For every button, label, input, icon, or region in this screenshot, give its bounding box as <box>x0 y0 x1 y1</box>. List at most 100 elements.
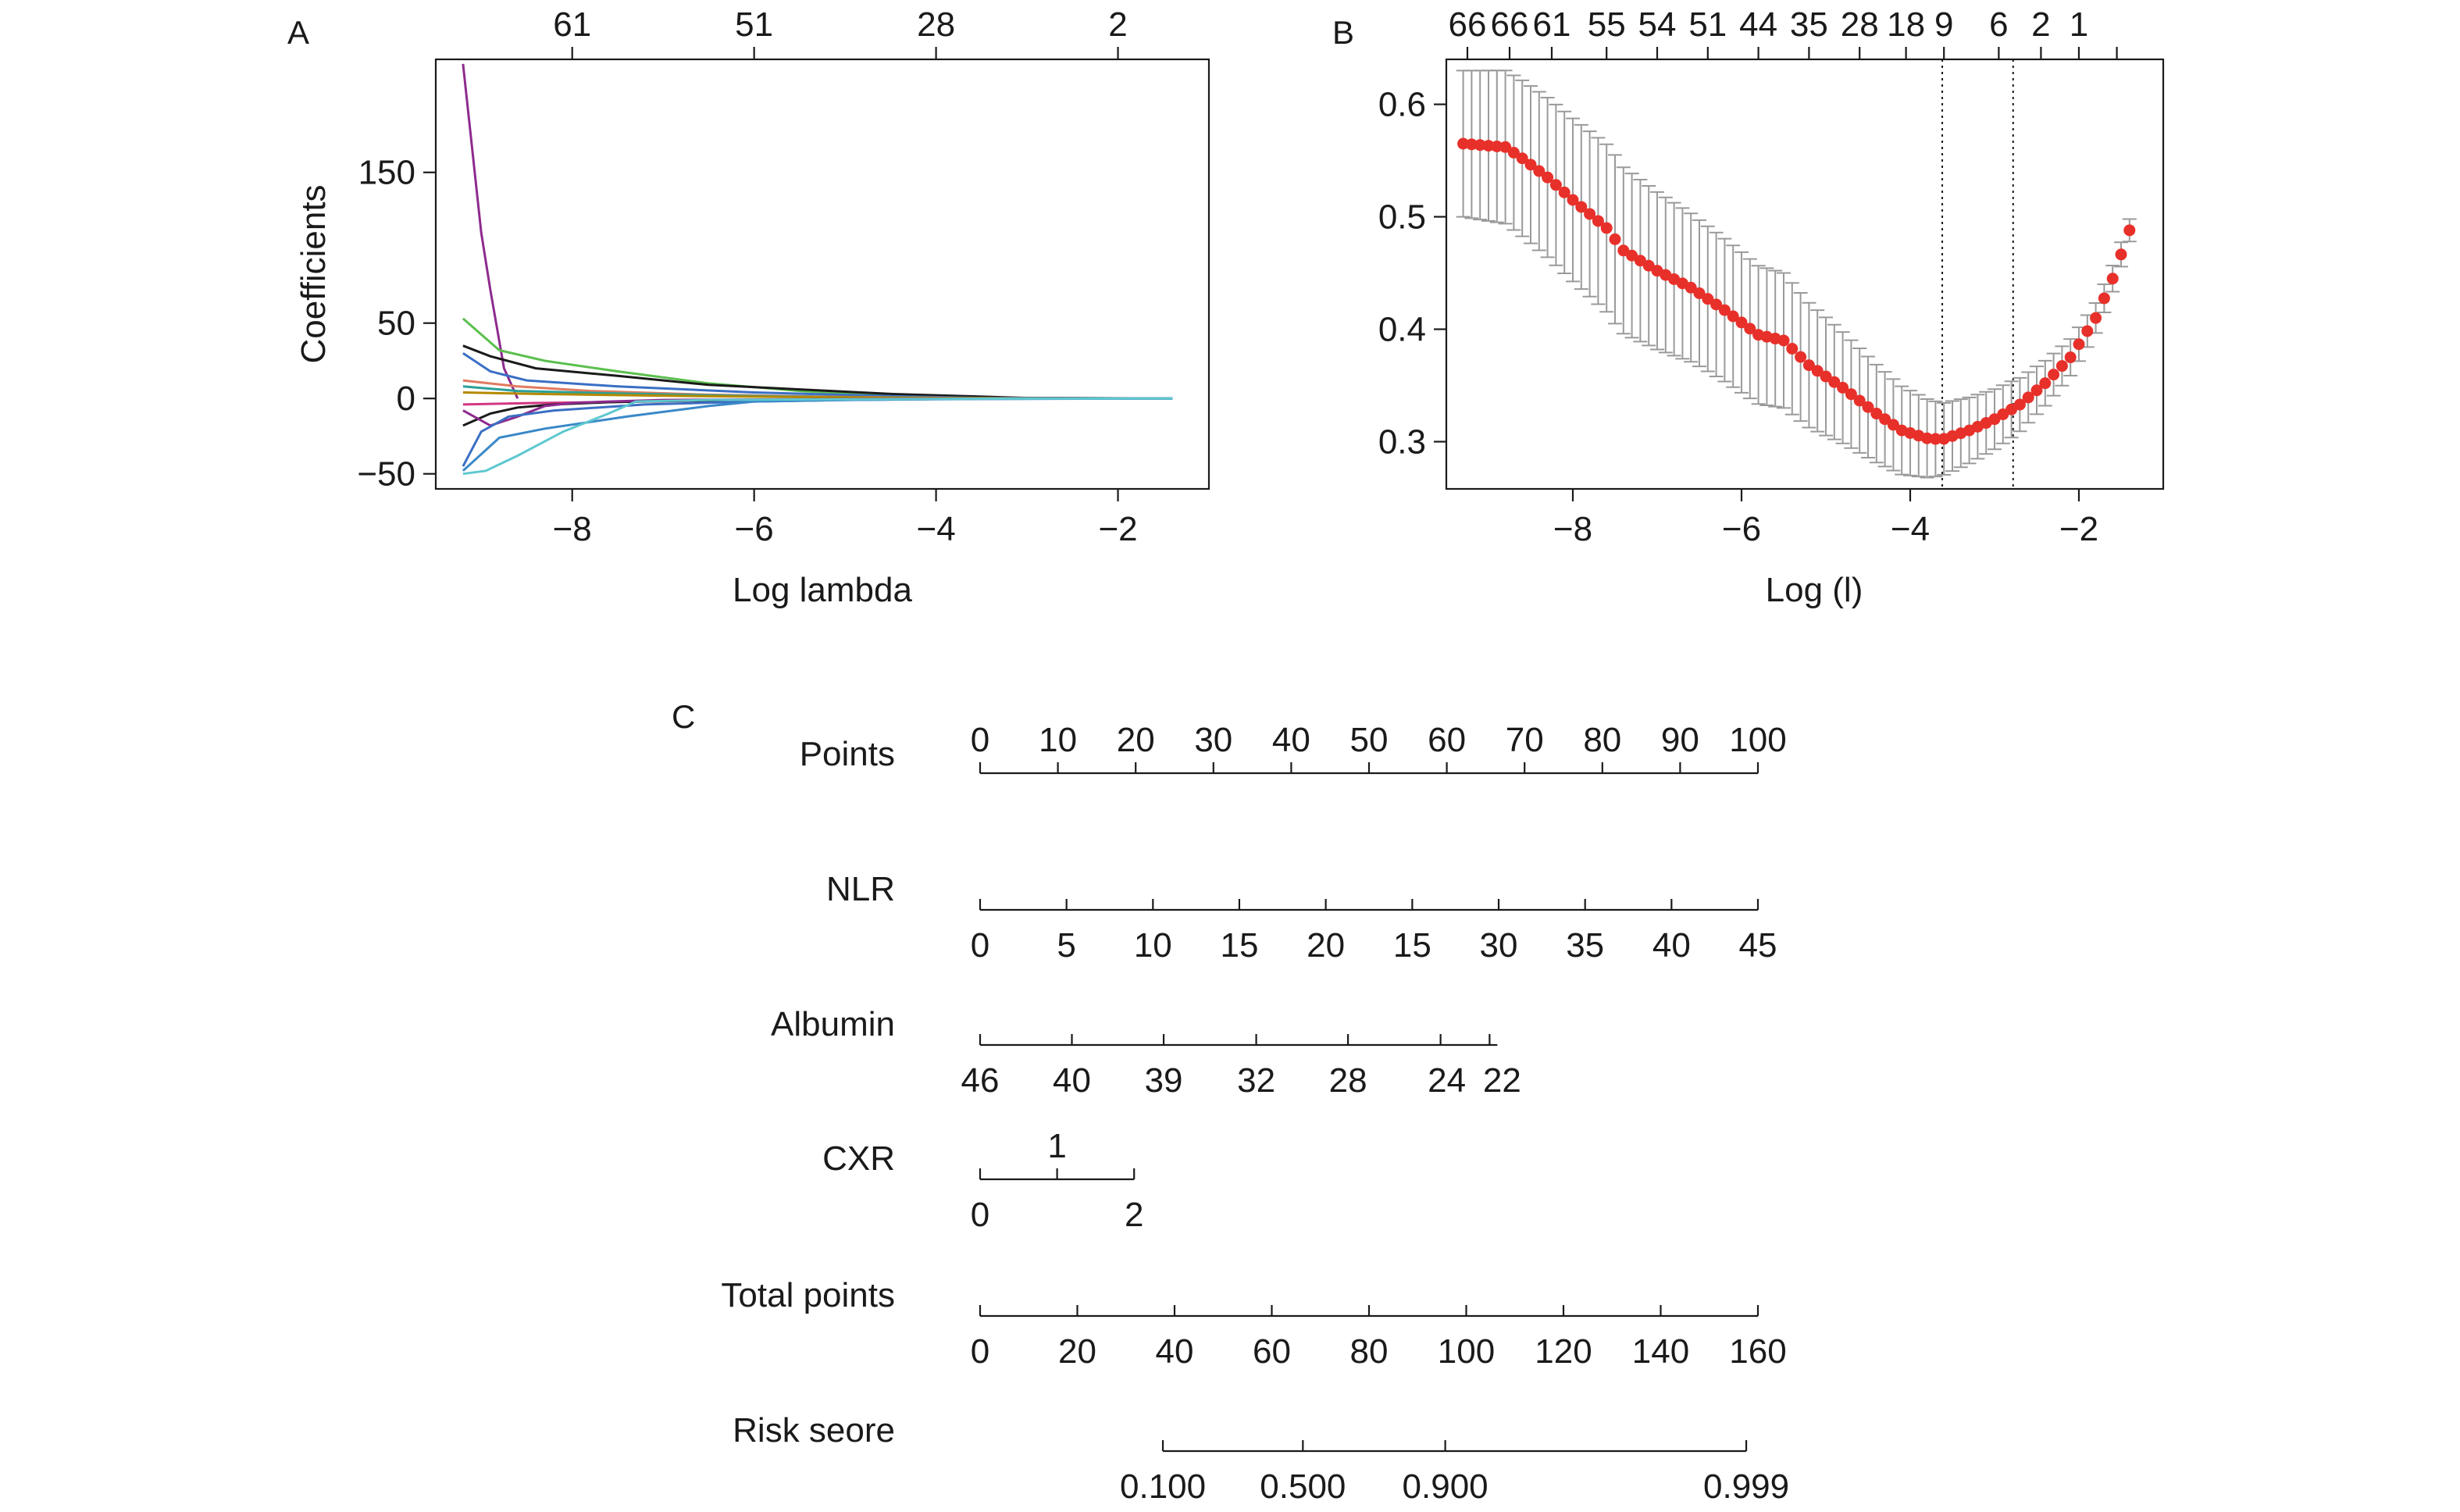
panel-b-point <box>1592 215 1604 227</box>
nomogram-tick-label: 20 <box>1058 1332 1096 1371</box>
panel-b-point <box>1465 138 1478 151</box>
panel-b-point <box>1558 186 1570 198</box>
panel-b-y-axis: 0.3 0.4 0.5 0.6 <box>1378 86 1446 462</box>
panel-b-point <box>1575 201 1588 213</box>
panel-b-top-tick-label: 54 <box>1638 5 1677 44</box>
panel-a-y-tick-label: 0 <box>397 380 415 418</box>
panel-a-series-group <box>462 63 1173 476</box>
panel-b-point <box>1626 249 1638 262</box>
panel-b-point <box>1507 147 1520 159</box>
panel-b-point <box>1727 310 1739 323</box>
nomogram-row-points: Points 0 10 20 30 40 50 60 70 80 90 100 <box>800 721 1787 775</box>
panel-b-top-axis: 66 66 61 55 54 51 44 35 28 18 9 6 2 1 <box>1449 5 2118 59</box>
panel-b-top-tick-label: 44 <box>1739 5 1777 44</box>
panel-b-top-tick-label: 1 <box>2070 5 2088 44</box>
nomogram-row-label: Risk seore <box>733 1411 895 1450</box>
panel-b-point <box>1549 179 1562 191</box>
panel-b-point <box>2022 391 2034 404</box>
nomogram-row-cxr: CXR 0 1 2 <box>822 1127 1143 1234</box>
panel-b-point <box>1542 171 1554 184</box>
panel-b-top-tick-label: 66 <box>1491 5 1529 44</box>
panel-a-plot-frame <box>434 58 1210 490</box>
panel-a-series-line <box>462 397 1173 476</box>
panel-b-point <box>2039 377 2052 390</box>
nomogram-tick-label: 60 <box>1253 1332 1291 1371</box>
nomogram-tick-label: 28 <box>1329 1061 1367 1100</box>
panel-b-point <box>1853 394 1866 407</box>
nomogram-tick-label: 160 <box>1729 1332 1786 1371</box>
nomogram-tick-label: 0 <box>971 1332 989 1371</box>
nomogram-tick-label: 0.900 <box>1403 1467 1488 1506</box>
nomogram-tick-label: 140 <box>1632 1332 1689 1371</box>
nomogram-tick-label: 1 <box>1047 1127 1066 1165</box>
nomogram-tick-label: 0.500 <box>1260 1467 1346 1506</box>
panel-b-point <box>1929 433 1941 445</box>
nomogram-tick-label: 80 <box>1583 721 1621 759</box>
panel-b-top-tick-label: 51 <box>1688 5 1727 44</box>
panel-b-point <box>1887 419 1899 431</box>
panel-b-point <box>1491 140 1503 152</box>
panel-b-point <box>1584 208 1596 220</box>
panel-b-point <box>1533 165 1546 177</box>
nomogram-tick-label: 0 <box>971 721 989 759</box>
nomogram-row-risk-seore: Risk seore 0.100 0.500 0.900 0.999 <box>733 1411 1789 1506</box>
panel-label-b: B <box>1332 14 1354 51</box>
panel-b-point <box>1845 388 1857 401</box>
panel-b-x-label: Log (l) <box>1766 571 1863 609</box>
panel-b-point <box>2030 384 2043 397</box>
panel-a-top-axis: 61 51 28 2 <box>553 5 1128 59</box>
panel-b-y-tick-label: 0.4 <box>1378 311 1426 349</box>
panel-b-point <box>1777 334 1790 347</box>
panel-a-top-tick-label: 51 <box>735 5 773 44</box>
panel-b-x-tick-label: −4 <box>1891 510 1930 548</box>
panel-b-y-tick-label: 0.3 <box>1378 423 1426 462</box>
panel-b-point <box>2048 369 2060 381</box>
nomogram-row-label: NLR <box>826 870 895 908</box>
nomogram-row-label: Points <box>800 735 895 773</box>
panel-b-point <box>1482 140 1495 152</box>
nomogram-tick-label: 80 <box>1350 1332 1389 1371</box>
panel-b-point <box>2081 325 2094 337</box>
panel-b-point <box>1609 233 1621 245</box>
panel-b-point <box>1524 159 1537 171</box>
nomogram-tick-label: 0 <box>971 926 989 965</box>
panel-b-point <box>1499 141 1512 153</box>
nomogram-tick-label: 15 <box>1393 926 1431 965</box>
nomogram-tick-label: 22 <box>1483 1061 1521 1100</box>
panel-b-top-tick-label: 28 <box>1841 5 1879 44</box>
panel-b-x-tick-label: −6 <box>1722 510 1761 548</box>
panel-b-point <box>1600 222 1613 234</box>
panel-b-top-tick-label: 66 <box>1449 5 1487 44</box>
panel-a-series-line <box>462 397 1173 427</box>
panel-b-point <box>1642 259 1655 272</box>
panel-b-top-tick-label: 61 <box>1533 5 1571 44</box>
nomogram-tick-label: 30 <box>1194 721 1232 759</box>
panel-b-point <box>1879 413 1891 426</box>
panel-a-y-label: Coefficients <box>294 184 333 363</box>
nomogram-tick-label: 0 <box>971 1196 989 1234</box>
nomogram-tick-label: 120 <box>1535 1332 1592 1371</box>
nomogram-tick-label: 24 <box>1428 1061 1466 1100</box>
panel-b-point <box>1921 432 1934 444</box>
panel-b-point <box>2073 338 2085 351</box>
panel-b-point <box>1786 343 1799 355</box>
panel-label-c: C <box>672 698 695 735</box>
panel-b-points <box>1457 137 2136 445</box>
panel-b-point <box>1735 316 1748 329</box>
panel-b-point <box>1820 370 1832 383</box>
panel-b-top-tick-label: 35 <box>1790 5 1828 44</box>
nomogram-row-total-points: Total points 0 20 40 60 80 100 120 140 160 <box>721 1276 1786 1371</box>
nomogram-tick-label: 30 <box>1480 926 1518 965</box>
panel-b-top-tick-label: 6 <box>1989 5 2008 44</box>
nomogram-tick-label: 20 <box>1307 926 1345 965</box>
nomogram-tick-label: 40 <box>1053 1061 1091 1100</box>
panel-a-series-line <box>462 317 1173 400</box>
nomogram-tick-label: 20 <box>1117 721 1155 759</box>
panel-b-point <box>1702 293 1714 305</box>
nomogram-tick-label: 40 <box>1272 721 1310 759</box>
nomogram-tick-label: 70 <box>1506 721 1544 759</box>
nomogram-tick-label: 50 <box>1350 721 1389 759</box>
panel-a-x-axis: −8 −6 −4 −2 <box>553 489 1138 548</box>
panel-b-point <box>2123 224 2136 237</box>
panel-b-cross-validation: −8 −6 −4 −2 0.30.40.50.6 66 66 61 55 54 51 44 35 28… <box>1378 5 2165 609</box>
